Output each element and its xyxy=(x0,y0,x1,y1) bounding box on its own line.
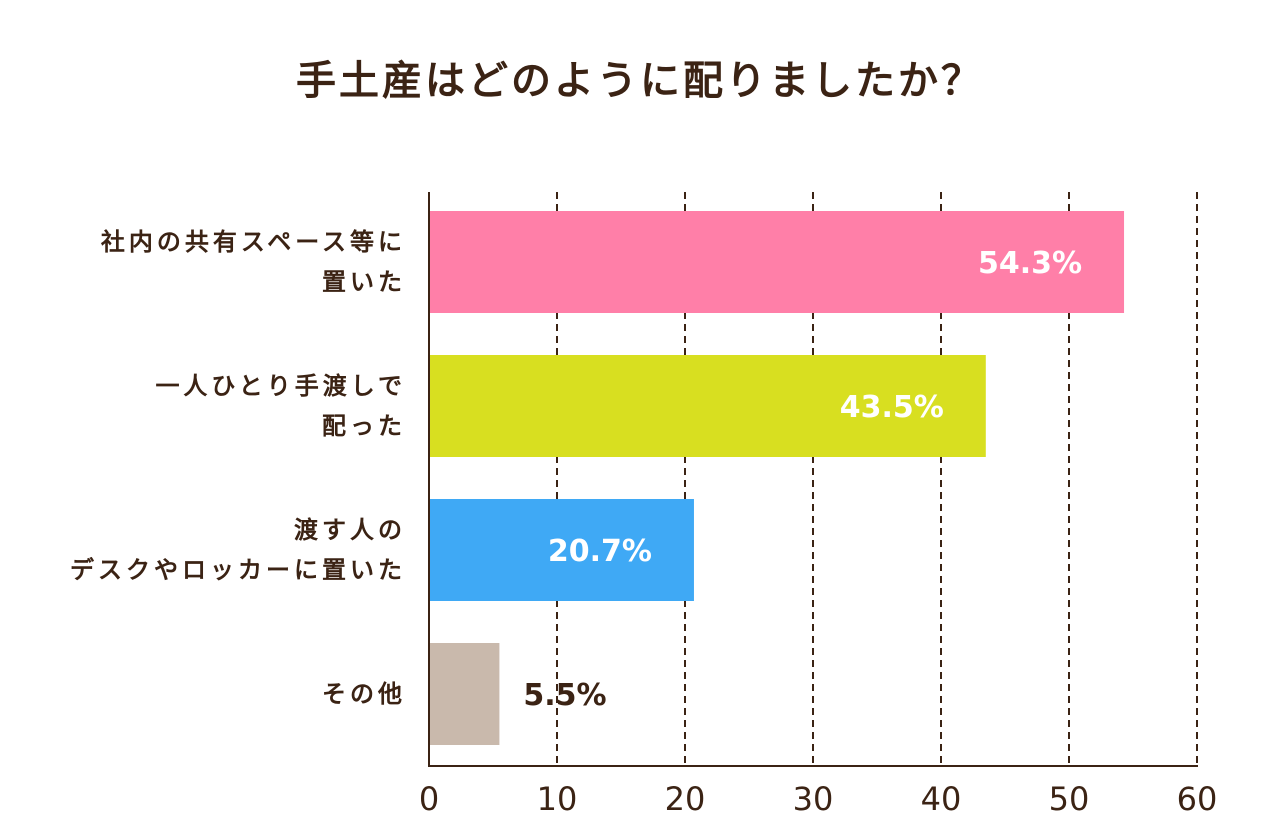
x-tick-label-60: 60 xyxy=(1177,780,1218,818)
x-tick-label-0: 0 xyxy=(419,780,439,818)
category-label-line: その他 xyxy=(322,680,406,708)
category-label-line: 一人ひとり手渡しで xyxy=(155,372,406,400)
bar-0 xyxy=(429,211,1125,313)
value-label-3: 5.5% xyxy=(523,678,606,713)
x-tick-label-40: 40 xyxy=(921,780,962,818)
value-label-2: 20.7% xyxy=(548,534,652,569)
chart-title: 手土産はどのように配りましたか？ xyxy=(296,58,984,104)
category-label-line: 社内の共有スペース等に xyxy=(100,228,406,256)
value-label-1: 43.5% xyxy=(840,390,944,425)
category-label-line: 渡す人の xyxy=(294,516,406,544)
bar-3 xyxy=(429,643,500,745)
value-label-0: 54.3% xyxy=(978,246,1082,281)
bar-2 xyxy=(429,499,694,601)
category-label-1: 一人ひとり手渡しで配った xyxy=(155,366,406,446)
category-label-0: 社内の共有スペース等に置いた xyxy=(101,222,406,302)
x-tick-label-20: 20 xyxy=(665,780,706,818)
category-label-3: その他 xyxy=(322,674,406,714)
bar-1 xyxy=(429,355,986,457)
category-label-line: 置いた xyxy=(322,268,406,296)
x-tick-label-50: 50 xyxy=(1049,780,1090,818)
x-tick-label-30: 30 xyxy=(793,780,834,818)
x-tick-label-10: 10 xyxy=(537,780,578,818)
category-label-line: 配った xyxy=(322,412,406,440)
category-label-line: デスクやロッカーに置いた xyxy=(70,556,406,584)
category-label-2: 渡す人のデスクやロッカーに置いた xyxy=(70,510,406,590)
